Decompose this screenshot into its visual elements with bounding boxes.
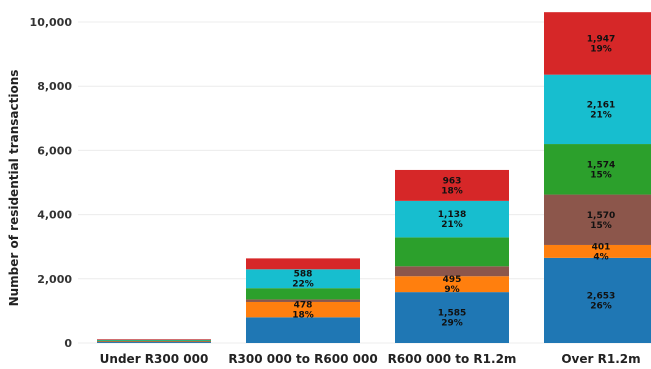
data-label: 1,570 15% [587,211,615,231]
data-labels: 478 18%588 22%1,585 29%495 9%1,138 21%963 18%2… [292,34,615,328]
x-category-label: Under R300 000 [100,352,209,366]
data-label: 963 18% [441,176,463,196]
data-label-line: 19% [590,44,612,54]
bar-segment [544,257,651,343]
bar-segment [395,266,509,277]
bar-segment [97,339,211,340]
data-label-line: 588 [294,270,313,280]
data-label-line: 18% [441,186,463,196]
data-label: 2,161 21% [587,100,615,120]
bar-segment [246,258,360,270]
data-label-line: 1,138 [438,210,466,220]
data-label: 478 18% [292,301,314,321]
data-label: 495 9% [443,275,462,295]
y-axis-title: Number of residential transactions [7,70,21,307]
data-label: 588 22% [292,270,314,290]
bar-segment [246,317,360,343]
x-axis-categories: Under R300 000 R300 000 to R600 000 R600 0… [100,352,641,366]
data-label: 1,947 19% [587,34,615,54]
data-label-line: 4% [593,252,608,262]
bar-segment [97,341,211,343]
data-label-line: 15% [590,221,612,231]
data-label: 401 4% [592,242,611,262]
data-label-line: 1,570 [587,211,615,221]
y-axis-ticks: 0 2,000 4,000 6,000 8,000 10,000 [30,16,73,350]
y-tick-label: 10,000 [30,16,73,29]
data-label-line: 21% [441,220,463,230]
bar-segment [246,301,360,318]
bar-segment [544,74,651,145]
data-label-line: 2,161 [587,100,615,110]
data-label-line: 15% [590,170,612,180]
bar-segment [395,237,509,267]
bar-segment [544,244,651,258]
data-label: 1,574 15% [587,160,615,180]
bar-segment [395,276,509,293]
data-label-line: 401 [592,242,611,252]
y-tick-label: 2,000 [37,273,72,286]
data-label-line: 29% [441,319,463,329]
data-label: 2,653 26% [587,291,615,311]
y-tick-label: 4,000 [37,209,72,222]
data-label-line: 495 [443,275,462,285]
data-label-line: 1,574 [587,160,615,170]
data-label-line: 21% [590,110,612,120]
y-tick-label: 6,000 [37,144,72,157]
data-label-line: 26% [590,301,612,311]
x-category-label: Over R1.2m [561,352,640,366]
data-label-line: 22% [292,280,314,290]
bar-segment [246,288,360,300]
bar-segment [544,144,651,195]
bar-segment [246,299,360,302]
bar-segment [544,194,651,245]
bar-segment [395,292,509,343]
bar-segment [395,200,509,238]
data-label-line: 2,653 [587,291,615,301]
x-category-label: R300 000 to R600 000 [228,352,377,366]
bar-segment [97,339,211,341]
data-label: 1,585 29% [438,309,466,329]
bar-segment [246,269,360,289]
y-tick-label: 8,000 [37,80,72,93]
data-label-line: 9% [444,285,459,295]
data-label-line: 18% [292,311,314,321]
bars [97,12,651,343]
bar-segment [97,341,211,342]
data-label-line: 963 [443,176,462,186]
data-label-line: 1,585 [438,309,466,319]
data-label-line: 1,947 [587,34,615,44]
data-label: 1,138 21% [438,210,466,230]
data-label-line: 478 [294,301,313,311]
bar-segment [395,169,509,201]
x-category-label: R600 000 to R1.2m [388,352,517,366]
bar-segment [544,12,651,75]
bar-segment [97,340,211,342]
bar-segment [97,342,211,343]
y-tick-label: 0 [64,337,72,350]
